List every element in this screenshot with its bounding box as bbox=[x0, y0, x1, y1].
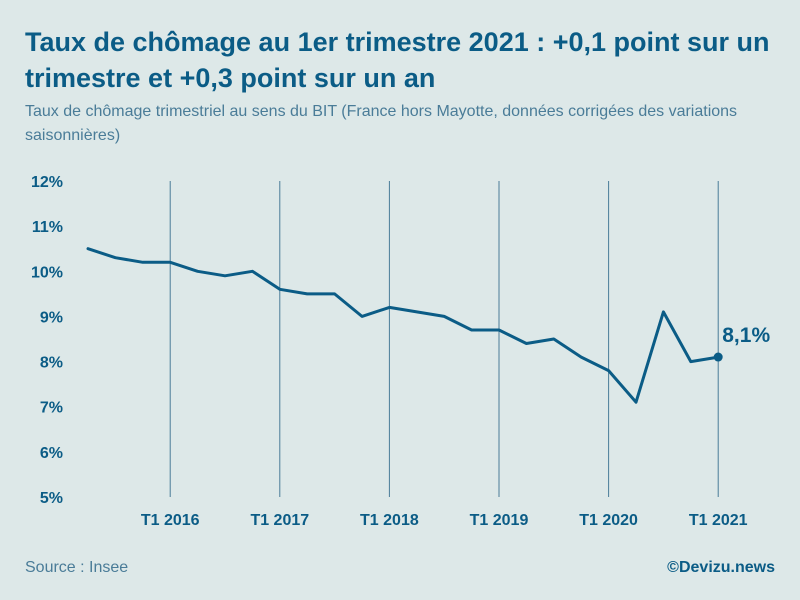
y-axis: 5% 6% 7% 8% 9% 10% 11% 12% bbox=[31, 174, 63, 507]
y-tick-label: 9% bbox=[40, 309, 63, 326]
y-tick-label: 7% bbox=[40, 400, 63, 417]
y-tick-label: 12% bbox=[31, 174, 63, 191]
x-axis: T1 2016 T1 2017 T1 2018 T1 2019 T1 2020 T1 20… bbox=[141, 512, 748, 529]
x-tick-label: T1 2016 bbox=[141, 512, 200, 529]
last-point-marker bbox=[713, 352, 723, 362]
gridlines bbox=[169, 181, 719, 497]
x-tick-label: T1 2021 bbox=[689, 512, 748, 529]
x-tick-label: T1 2020 bbox=[579, 512, 638, 529]
brand-credit: ©Devizu.news bbox=[667, 559, 775, 576]
y-tick-label: 5% bbox=[40, 490, 63, 507]
x-tick-label: T1 2017 bbox=[250, 512, 309, 529]
source-note: Source : Insee bbox=[25, 559, 129, 576]
chart-title: Taux de chômage au 1er trimestre 2021 : … bbox=[25, 27, 770, 93]
x-tick-label: T1 2019 bbox=[470, 512, 529, 529]
y-tick-label: 6% bbox=[40, 445, 63, 462]
chart-subtitle: Taux de chômage trimestriel au sens du B… bbox=[25, 103, 738, 144]
series-line bbox=[86, 247, 720, 404]
x-tick-label: T1 2018 bbox=[360, 512, 419, 529]
y-tick-label: 11% bbox=[32, 219, 63, 236]
y-tick-label: 10% bbox=[31, 264, 63, 281]
last-point-label: 8,1% bbox=[722, 324, 770, 347]
y-tick-label: 8% bbox=[40, 355, 63, 372]
series-layer: 8,1% bbox=[86, 247, 770, 404]
